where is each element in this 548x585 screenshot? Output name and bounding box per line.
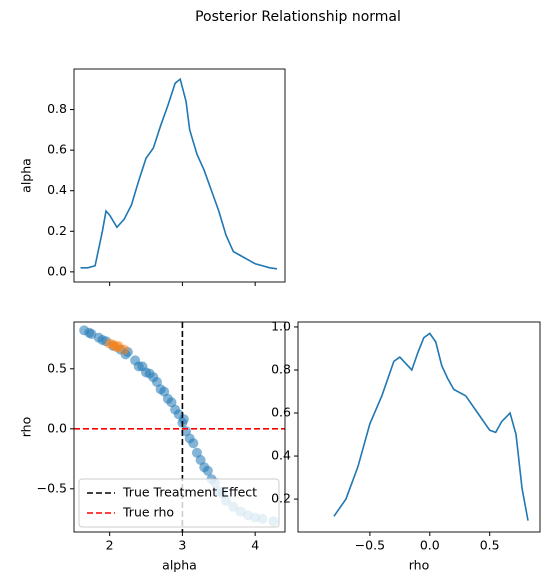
scatter-point (188, 438, 199, 449)
y-tick-label: 1.0 (271, 318, 291, 333)
y-tick-label: 0.0 (47, 420, 67, 435)
y-tick-label: 0.2 (47, 223, 67, 238)
y-tick-label: 0.0 (47, 263, 67, 278)
legend-label: True Treatment Effect (122, 485, 257, 500)
y-axis-label: alpha (19, 158, 34, 193)
x-tick-label: 2 (106, 538, 114, 553)
y-tick-label: −0.5 (37, 480, 67, 495)
legend-label: True rho (122, 505, 174, 520)
y-tick-label: 0.6 (47, 142, 67, 157)
x-axis-label: rho (409, 558, 430, 573)
x-axis-label: alpha (162, 558, 197, 573)
y-axis-label: rho (19, 417, 34, 438)
plot-area (80, 77, 278, 270)
y-tick-label: 0.4 (271, 448, 291, 463)
plot-area (333, 332, 529, 521)
x-tick-label: 0.0 (420, 538, 440, 553)
scatter-point (202, 465, 213, 476)
axes-frame (73, 321, 286, 533)
scatter-point (119, 344, 130, 355)
legend-box (78, 478, 280, 528)
x-tick-label: −0.5 (355, 538, 385, 553)
y-tick-label: 0.2 (271, 491, 291, 506)
y-tick-label: 0.5 (47, 360, 67, 375)
x-tick-label: 0.5 (480, 538, 500, 553)
y-tick-label: 0.4 (47, 182, 67, 197)
y-tick-label: 0.8 (271, 361, 291, 376)
y-tick-label: 0.6 (271, 405, 291, 420)
density-line (80, 77, 278, 270)
scatter-point (178, 414, 189, 425)
y-tick-label: 0.8 (47, 101, 67, 116)
density-line (333, 332, 529, 521)
axes-frame (73, 68, 286, 283)
axes-frame (297, 321, 541, 533)
x-tick-label: 3 (178, 538, 186, 553)
x-tick-label: 4 (251, 538, 259, 553)
figure-title: Posterior Relationship normal (195, 9, 401, 25)
